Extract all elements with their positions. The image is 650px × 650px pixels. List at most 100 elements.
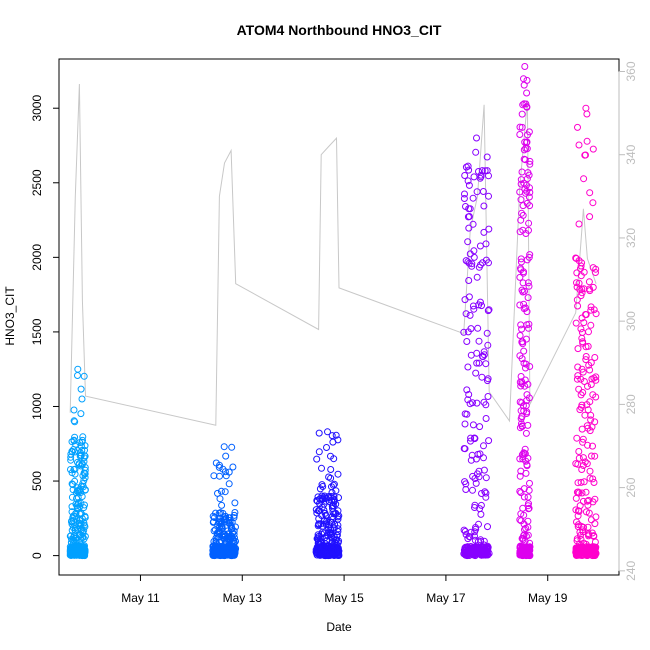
- y2-tick-label: 260: [624, 477, 638, 497]
- data-point: [80, 469, 88, 477]
- data-point: [584, 382, 591, 390]
- data-point: [74, 499, 82, 507]
- data-point: [579, 454, 587, 462]
- data-point: [577, 375, 585, 383]
- data-point: [523, 89, 531, 97]
- data-point: [585, 509, 593, 517]
- data-point: [80, 372, 88, 380]
- data-point: [472, 148, 480, 156]
- data-point: [482, 415, 490, 422]
- data-point: [520, 485, 528, 493]
- data-point: [464, 396, 472, 404]
- data-point: [329, 438, 337, 446]
- data-point: [584, 501, 592, 509]
- data-point: [468, 451, 476, 459]
- data-point: [585, 361, 593, 369]
- data-point: [583, 137, 591, 145]
- data-point: [574, 512, 582, 520]
- data-point: [584, 406, 592, 414]
- y-tick-label: 2500: [30, 169, 44, 196]
- data-point: [483, 167, 491, 175]
- data-point: [518, 209, 526, 217]
- data-point: [81, 550, 89, 557]
- data-point: [81, 446, 88, 454]
- data-point: [579, 438, 587, 446]
- data-point: [525, 219, 533, 227]
- data-point: [525, 282, 533, 290]
- data-point: [323, 520, 330, 528]
- data-point: [318, 494, 326, 502]
- data-point: [482, 240, 490, 248]
- data-point: [523, 138, 531, 146]
- data-point: [591, 418, 599, 426]
- data-point: [574, 345, 582, 353]
- data-point: [518, 325, 526, 333]
- data-point: [472, 479, 480, 487]
- data-point: [216, 495, 224, 503]
- data-point: [78, 447, 86, 454]
- data-point: [68, 480, 76, 488]
- data-point: [462, 551, 470, 559]
- data-point: [581, 151, 589, 159]
- data-point: [461, 296, 469, 304]
- data-point: [77, 410, 85, 418]
- data-point: [225, 480, 233, 488]
- data-point: [315, 448, 323, 456]
- data-point: [572, 460, 580, 468]
- data-point: [478, 373, 486, 381]
- data-point: [517, 321, 525, 329]
- data-point: [518, 338, 526, 346]
- data-point: [518, 548, 526, 556]
- data-point: [225, 468, 233, 476]
- series-1: [66, 365, 89, 560]
- data-point: [520, 347, 528, 355]
- data-point: [590, 479, 598, 486]
- x-axis: May 11 May 13 May 15 May 17 May 19: [121, 574, 568, 605]
- data-point: [70, 436, 78, 444]
- data-point: [482, 474, 490, 482]
- data-point: [579, 497, 587, 505]
- y2-tick-label: 320: [624, 228, 638, 248]
- data-point: [592, 376, 600, 384]
- data-point: [485, 225, 493, 233]
- data-point: [575, 141, 583, 149]
- data-point: [574, 363, 582, 371]
- data-point: [516, 398, 524, 406]
- data-point: [585, 532, 592, 540]
- data-point: [525, 320, 533, 328]
- data-point: [577, 478, 585, 486]
- data-point: [462, 486, 470, 493]
- data-point: [464, 535, 472, 543]
- data-point: [588, 452, 595, 460]
- data-point: [483, 153, 491, 161]
- data-point: [521, 63, 529, 70]
- data-point: [324, 428, 331, 436]
- data-point: [589, 475, 597, 483]
- data-point: [480, 228, 488, 236]
- data-point: [318, 492, 326, 500]
- data-point: [520, 146, 528, 154]
- data-point: [211, 550, 219, 558]
- data-point: [460, 526, 468, 534]
- data-point: [484, 393, 492, 400]
- data-point: [592, 393, 600, 401]
- data-point: [463, 338, 471, 345]
- data-point: [587, 516, 595, 524]
- data-point: [522, 457, 530, 465]
- data-point: [469, 220, 477, 228]
- data-point: [473, 544, 480, 552]
- data-point: [516, 455, 524, 463]
- data-point: [523, 397, 530, 405]
- data-point: [79, 480, 87, 488]
- data-point: [330, 498, 338, 506]
- data-point: [586, 189, 594, 197]
- plot-area: [66, 63, 600, 560]
- data-point: [519, 101, 527, 109]
- data-point: [591, 520, 599, 528]
- data-point: [578, 289, 586, 297]
- data-point: [485, 437, 493, 445]
- data-point: [587, 381, 595, 388]
- x-tick-label: May 11: [121, 591, 160, 605]
- data-point: [478, 352, 486, 360]
- data-point: [328, 432, 336, 440]
